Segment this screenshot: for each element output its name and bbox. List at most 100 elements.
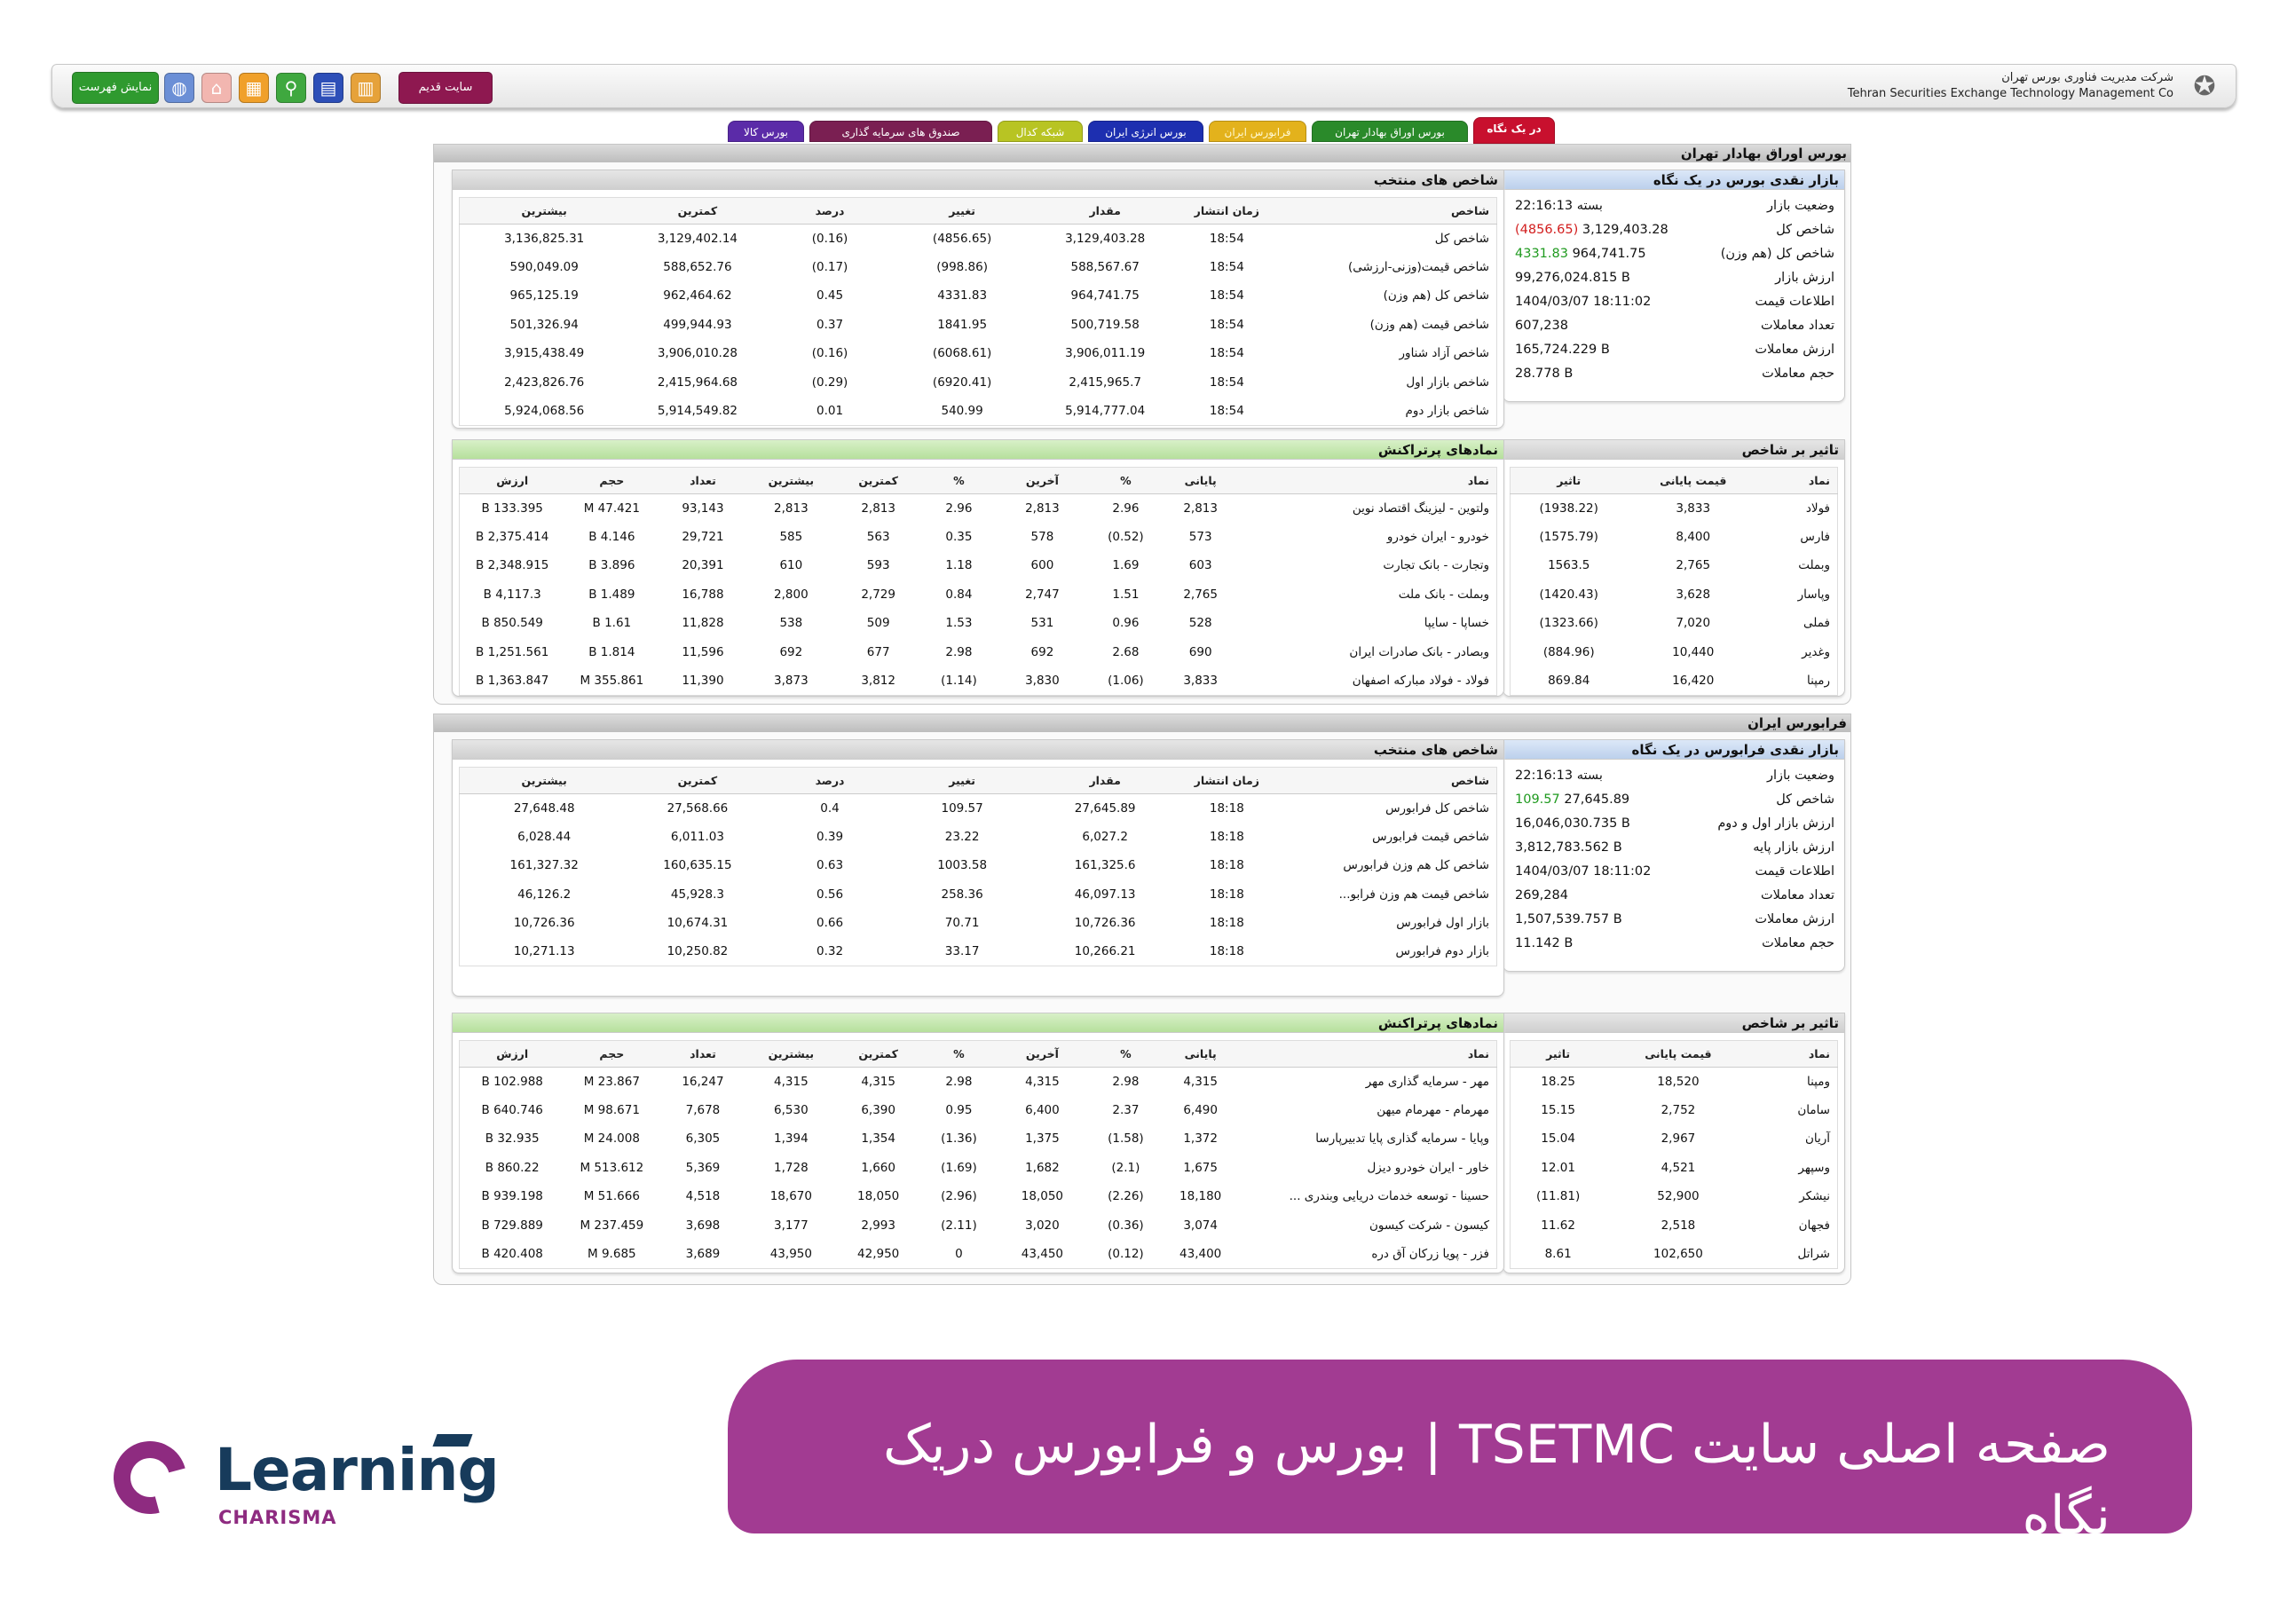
impact-cell: 102,650 bbox=[1653, 1246, 1703, 1261]
index-cell: 3,906,011.19 bbox=[1065, 346, 1146, 361]
impact-symbol[interactable]: شراتل bbox=[1797, 1246, 1831, 1261]
calendar-icon[interactable]: ▦ bbox=[239, 73, 269, 103]
globe-icon[interactable]: ◍ bbox=[164, 73, 194, 103]
home-icon[interactable]: ⌂ bbox=[201, 73, 232, 103]
symbol-cell: 2,348.915 B bbox=[476, 558, 549, 573]
symbol-cell: (2.26) bbox=[1108, 1189, 1144, 1204]
index-name[interactable]: شاخص قیمت فرابورس bbox=[1372, 830, 1489, 845]
impact-symbol[interactable]: فملی bbox=[1803, 616, 1830, 631]
tab-market-1[interactable]: بورس اوراق بهادار تهران bbox=[1312, 121, 1468, 142]
indices-header: شاخص bbox=[1274, 197, 1497, 225]
symbols-row: فولاد - فولاد مبارکه اصفهان 3,833 (1.06) 3,… bbox=[460, 666, 1497, 695]
symbol-name[interactable]: حسینا - توسعه خدمات دریایی وبندری ... bbox=[1289, 1189, 1489, 1204]
summary-value: 4331.83 964,741.75 bbox=[1508, 241, 1707, 265]
index-cell: 18:18 bbox=[1209, 830, 1244, 845]
symbol-cell: 1,354 bbox=[861, 1131, 895, 1147]
symbol-name[interactable]: ولتوین - لیزینگ اقتصاد نوین bbox=[1352, 501, 1489, 516]
search-icon[interactable]: ⚲ bbox=[276, 73, 306, 103]
symbols-panel-title: نمادهای پرتراکنش bbox=[453, 1013, 1503, 1033]
symbol-name[interactable]: کیسون - شرکت کیسون bbox=[1369, 1218, 1489, 1233]
symbol-name[interactable]: خساپا - سایپا bbox=[1424, 616, 1489, 631]
summary-number: 3,812,783.562 B bbox=[1515, 840, 1622, 855]
index-name[interactable]: بازار اول فرابورس bbox=[1396, 916, 1489, 931]
summary-number: بسته 22:16:13 bbox=[1515, 768, 1603, 783]
symbol-cell: 133.395 B bbox=[481, 501, 543, 516]
symbol-name[interactable]: وتجارت - بانک تجارت bbox=[1383, 558, 1489, 573]
symbol-cell: 237.459 M bbox=[580, 1218, 644, 1233]
tab-market-0[interactable]: در یک نگاه bbox=[1473, 117, 1555, 144]
indices-row: شاخص قیمت هم وزن فرابو... 18:18 46,097.13 2… bbox=[460, 880, 1497, 909]
symbol-cell: 11,828 bbox=[682, 616, 724, 631]
symbol-name[interactable]: مهرمام - مهرمام میهن bbox=[1377, 1103, 1489, 1118]
symbol-name[interactable]: فزر - پویا زرکان آق دره bbox=[1371, 1246, 1489, 1261]
impact-row: رمپنا 16,420 869.84 bbox=[1511, 666, 1838, 695]
market-ifb: فرابورس ایران بازار نقدی فرابورس در یک نگ… bbox=[433, 713, 1851, 1285]
impact-symbol[interactable]: وغدیر bbox=[1802, 644, 1830, 659]
index-name[interactable]: شاخص قیمت(وزنی-ارزشی) bbox=[1348, 260, 1489, 275]
impact-symbol[interactable]: رمپنا bbox=[1806, 673, 1830, 688]
index-cell: 0.56 bbox=[816, 887, 844, 902]
symbol-cell: 2.96 bbox=[1112, 501, 1140, 516]
impact-row: فملی 7,020 (1323.66) bbox=[1511, 609, 1838, 637]
impact-symbol[interactable]: فولاد bbox=[1805, 501, 1830, 516]
impact-symbol[interactable]: آریان bbox=[1804, 1131, 1830, 1147]
index-name[interactable]: بازار دوم فرابورس bbox=[1395, 944, 1489, 959]
symbol-cell: 355.861 M bbox=[580, 673, 644, 688]
index-name[interactable]: شاخص بازار اول bbox=[1406, 374, 1489, 390]
summary-value: 269,284 bbox=[1508, 883, 1707, 907]
impact-row: ومپنا 18,520 18.25 bbox=[1511, 1068, 1838, 1096]
symbol-cell: 1.53 bbox=[945, 616, 973, 631]
index-name[interactable]: شاخص کل هم وزن فرابورس bbox=[1343, 858, 1489, 873]
index-cell: 18:18 bbox=[1209, 858, 1244, 873]
index-name[interactable]: شاخص قیمت هم وزن فرابو... bbox=[1338, 887, 1489, 902]
chart-icon[interactable]: ▤ bbox=[313, 73, 343, 103]
index-cell: 161,327.32 bbox=[509, 858, 579, 873]
old-site-button[interactable]: سایت قدیم bbox=[398, 72, 493, 104]
impact-row: آریان 2,967 15.04 bbox=[1511, 1124, 1838, 1153]
symbol-name[interactable]: وپایا - سرمایه گذاری پایا تدبیرپارسا bbox=[1315, 1131, 1489, 1147]
index-cell: (6920.41) bbox=[932, 374, 992, 390]
index-name[interactable]: شاخص بازار دوم bbox=[1405, 403, 1489, 418]
index-name[interactable]: شاخص کل فرابورس bbox=[1385, 800, 1489, 816]
impact-symbol[interactable]: نیشکر bbox=[1799, 1189, 1830, 1204]
tab-market-5[interactable]: صندوق های سرمایه گذاری bbox=[809, 121, 992, 142]
symbol-cell: 3,689 bbox=[685, 1246, 721, 1261]
symbol-name[interactable]: وبصادر - بانک صادرات ایران bbox=[1349, 644, 1489, 659]
symbol-name[interactable]: خودرو - ایران خودرو bbox=[1386, 530, 1489, 545]
symbol-cell: 509 bbox=[866, 616, 890, 631]
symbol-name[interactable]: خاور - ایران خودرو دیزل bbox=[1367, 1160, 1489, 1175]
tab-market-4[interactable]: شبکه کدال bbox=[998, 121, 1083, 142]
tab-market-2[interactable]: فرابورس ایران bbox=[1209, 121, 1306, 142]
impact-symbol[interactable]: فجهان bbox=[1798, 1218, 1830, 1233]
symbols-header: ارزش bbox=[459, 467, 565, 494]
impact-cell: 15.04 bbox=[1541, 1131, 1575, 1147]
impact-symbol[interactable]: فارس bbox=[1800, 530, 1830, 545]
index-name[interactable]: شاخص آزاد شناور bbox=[1399, 346, 1489, 361]
tab-market-6[interactable]: بورس کالا bbox=[728, 121, 804, 142]
impact-symbol[interactable]: وسپهر bbox=[1798, 1160, 1830, 1175]
index-cell: 160,635.15 bbox=[663, 858, 732, 873]
impact-symbol[interactable]: ومپنا bbox=[1806, 1074, 1830, 1089]
symbol-name[interactable]: فولاد - فولاد مبارکه اصفهان bbox=[1352, 673, 1489, 688]
impact-symbol[interactable]: وبملت bbox=[1798, 558, 1830, 573]
symbols-row: وتجارت - بانک تجارت 603 1.69 600 1.18 593 610 2… bbox=[460, 551, 1497, 579]
indices-panel-title: شاخص های منتخب bbox=[453, 740, 1503, 760]
symbol-cell: 32.935 B bbox=[485, 1131, 540, 1147]
symbol-cell: 603 bbox=[1188, 558, 1212, 573]
grid-icon[interactable]: ▥ bbox=[351, 73, 381, 103]
market-tse: بورس اوراق بهادار تهران بازار نقدی بورس د… bbox=[433, 144, 1851, 705]
show-list-button[interactable]: نمایش فهرست bbox=[72, 72, 159, 104]
symbol-cell: 16,788 bbox=[682, 587, 724, 602]
summary-label: حجم معاملات bbox=[1762, 935, 1834, 950]
impact-symbol[interactable]: وپاسار bbox=[1797, 587, 1830, 602]
index-name[interactable]: شاخص قیمت (هم وزن) bbox=[1369, 317, 1489, 332]
symbols-row: وبملت - بانک ملت 2,765 1.51 2,747 0.84 2,729 2… bbox=[460, 580, 1497, 609]
symbol-name[interactable]: وبملت - بانک ملت bbox=[1398, 587, 1489, 602]
index-cell: 18:54 bbox=[1209, 374, 1244, 390]
index-name[interactable]: شاخص کل (هم وزن) bbox=[1383, 288, 1489, 304]
impact-symbol[interactable]: سامان bbox=[1797, 1103, 1830, 1118]
symbol-cell: 18,670 bbox=[769, 1189, 812, 1204]
index-name[interactable]: شاخص کل bbox=[1434, 231, 1489, 246]
tab-market-3[interactable]: بورس انرژی ایران bbox=[1088, 121, 1203, 142]
symbol-name[interactable]: مهر - سرمایه گذاری مهر bbox=[1365, 1074, 1489, 1089]
